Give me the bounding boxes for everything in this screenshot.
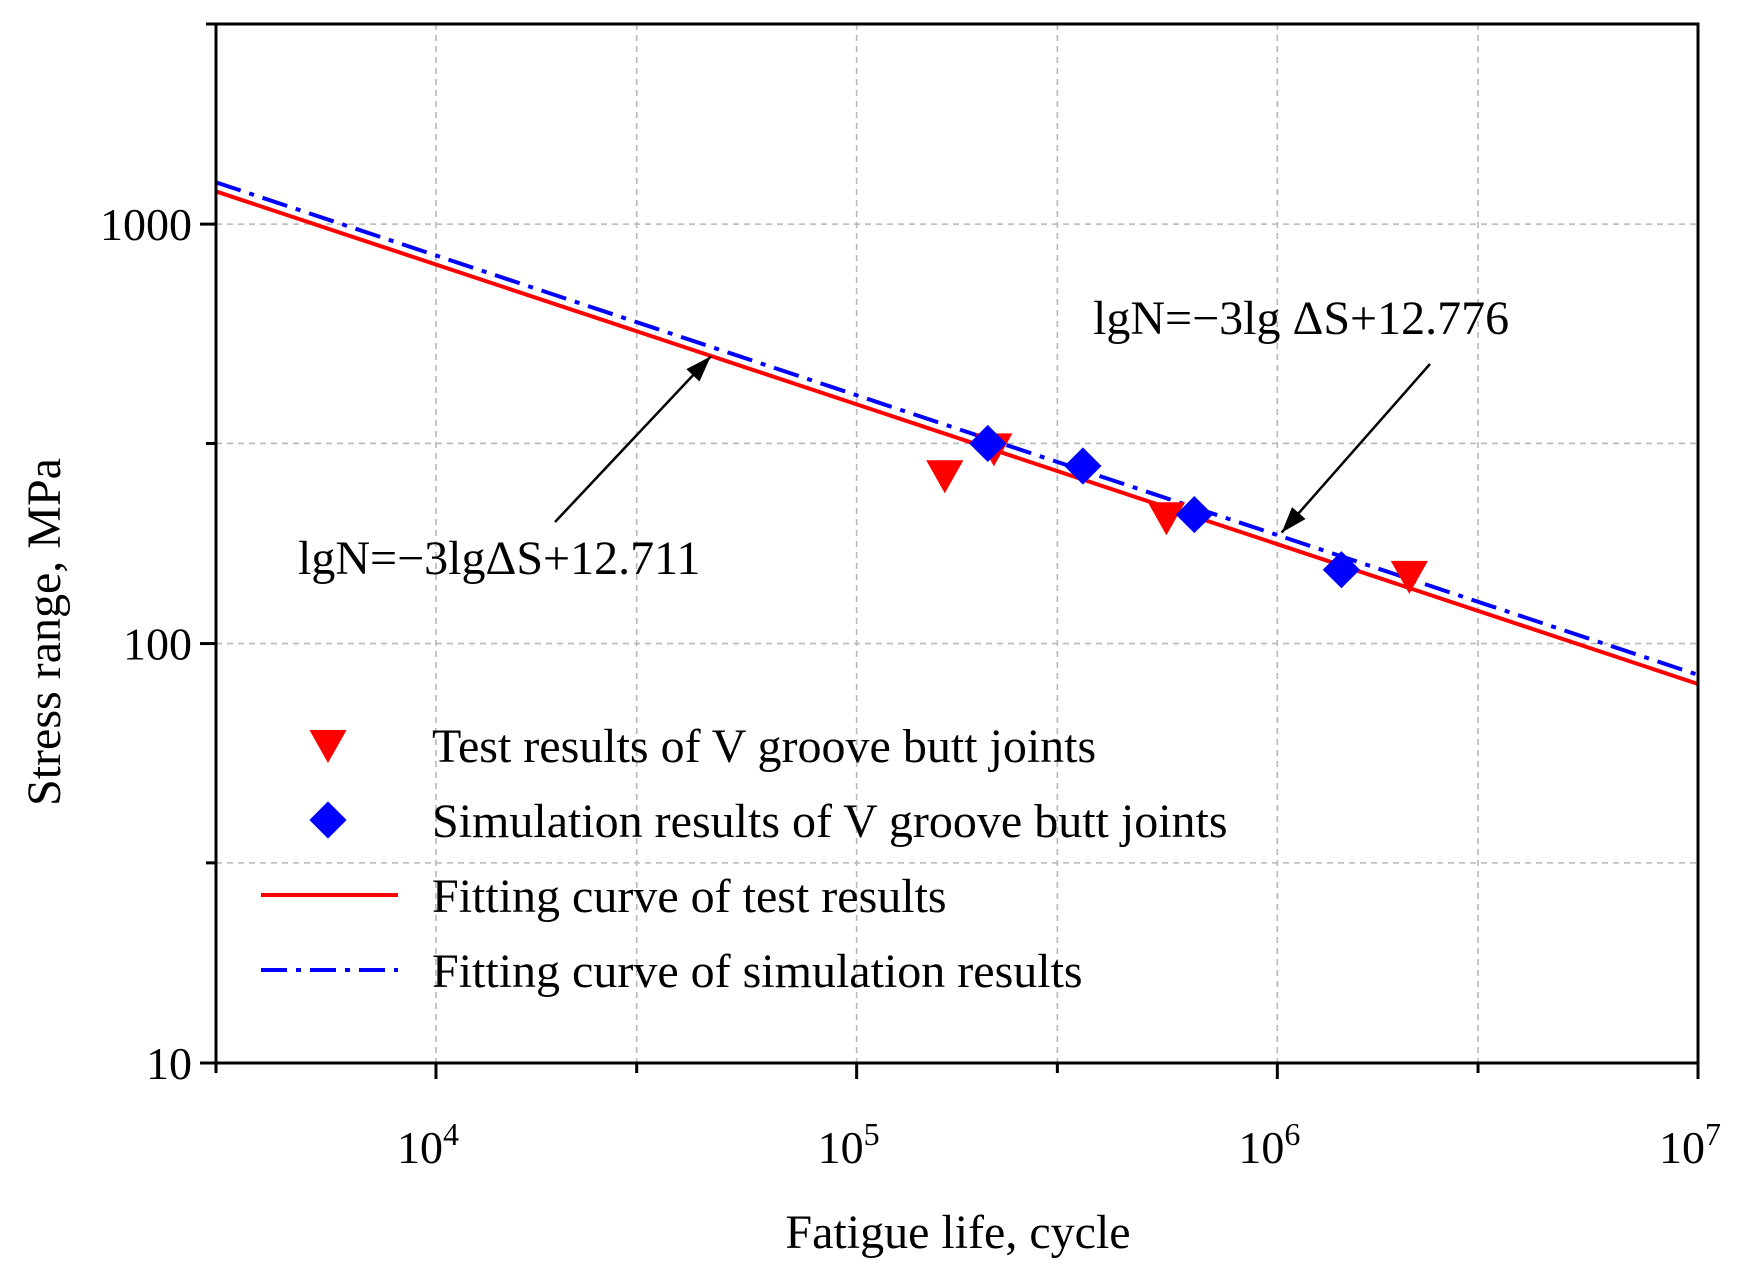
plot-frame: [214, 22, 1700, 1065]
annotation-test-equation: lgN=−3lgΔS+12.711: [298, 532, 700, 585]
simulation-fit-curve: [215, 180, 1699, 677]
x-tick-label: 104: [397, 1116, 459, 1173]
x-tick-label-base: 10: [818, 1122, 864, 1173]
legend-label-test-fit: Fitting curve of test results: [432, 870, 947, 923]
legend-label-simulation-results: Simulation results of V groove butt join…: [432, 795, 1228, 848]
data-points: [926, 424, 1428, 594]
x-axis-title: Fatigue life, cycle: [785, 1206, 1130, 1259]
simulation-result-point: [969, 424, 1007, 463]
annotation-simulation-equation: lgN=−3lg ΔS+12.776: [1093, 292, 1509, 345]
x-tick-label-exponent: 5: [864, 1116, 880, 1152]
legend: Test results of V groove butt joints Sim…: [261, 720, 1228, 998]
legend-markers: [261, 730, 398, 972]
x-tick-label-exponent: 4: [443, 1116, 459, 1152]
legend-label-simulation-fit: Fitting curve of simulation results: [432, 945, 1083, 998]
grid-lines: [216, 24, 1698, 1063]
fit-curves: [215, 180, 1699, 686]
test-result-point: [926, 460, 964, 494]
annotations: lgN=−3lgΔS+12.711 lgN=−3lg ΔS+12.776: [298, 292, 1509, 585]
simulation-result-point: [1322, 551, 1360, 589]
y-axis-title: Stress range, MPa: [18, 458, 71, 806]
test-fit-curve: [215, 189, 1699, 686]
y-tick-label: 1000: [100, 199, 192, 250]
x-tick-label: 107: [1659, 1116, 1721, 1173]
legend-label-test-results: Test results of V groove butt joints: [432, 720, 1096, 773]
test-result-point: [1390, 560, 1428, 594]
annotation-simulation-arrow-head: [1281, 507, 1306, 533]
test-result-point: [1147, 502, 1186, 536]
annotation-test-arrow: [554, 355, 712, 523]
simulation-result-point: [1175, 495, 1213, 534]
x-tick-label-exponent: 7: [1705, 1116, 1721, 1152]
simulation-result-point: [1064, 447, 1102, 485]
annotation-simulation-arrow: [1280, 363, 1431, 534]
axis-ticks: [200, 22, 1700, 1079]
x-tick-label-base: 10: [1238, 1122, 1284, 1173]
x-tick-label-base: 10: [1659, 1122, 1705, 1173]
x-tick-label-base: 10: [397, 1122, 443, 1173]
legend-marker-test-results: [309, 730, 347, 763]
y-tick-label: 10: [146, 1038, 192, 1089]
annotation-test-arrow-head: [686, 356, 711, 382]
x-tick-label: 105: [818, 1116, 880, 1173]
x-tick-label-exponent: 6: [1284, 1116, 1300, 1152]
x-tick-label: 106: [1238, 1116, 1300, 1173]
legend-marker-simulation-results: [309, 801, 347, 839]
y-tick-label: 100: [123, 619, 192, 670]
